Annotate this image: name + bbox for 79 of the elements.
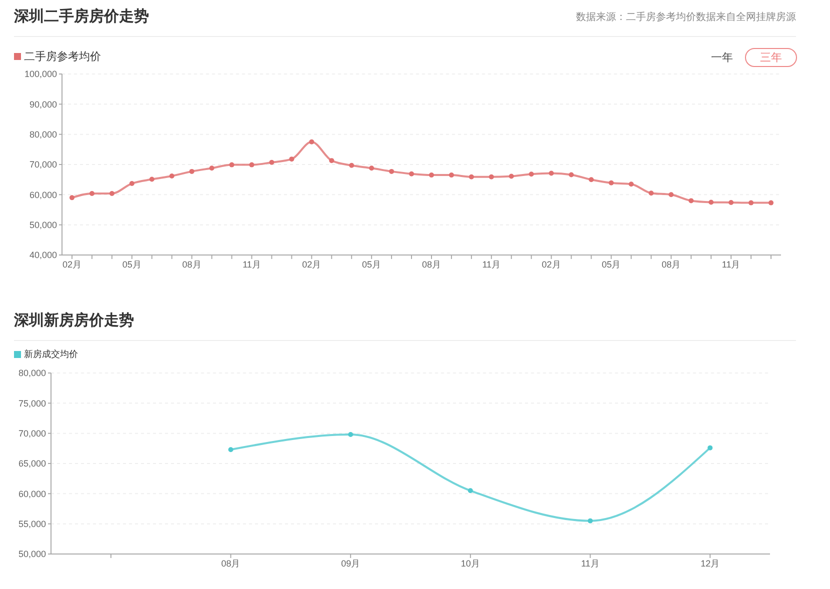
chart-title: 深圳二手房房价走势 <box>14 8 149 25</box>
point <box>129 181 134 186</box>
x-tick-label: 11月 <box>242 259 261 270</box>
legend-label: 二手房参考均价 <box>23 50 101 64</box>
x-tick-label: 08月 <box>221 558 240 568</box>
point <box>568 172 574 178</box>
x-tick-label: 02月 <box>542 259 561 270</box>
point <box>688 198 694 204</box>
x-tick-label: 10月 <box>460 558 480 568</box>
text: 一年 <box>711 51 733 66</box>
y-tick-label: 55,000 <box>18 519 46 530</box>
x-tick-label: 05月 <box>602 259 621 270</box>
point <box>628 182 634 187</box>
point <box>768 200 774 206</box>
point <box>528 172 534 177</box>
y-tick-label: 100,000 <box>24 69 57 80</box>
x-tick-label: 08月 <box>662 259 681 270</box>
point <box>169 173 174 178</box>
point <box>588 518 593 524</box>
point <box>228 447 234 452</box>
y-tick-label: 40,000 <box>29 250 57 260</box>
x-tick-label: 11月 <box>581 558 600 568</box>
y-tick-label: 80,000 <box>29 130 57 140</box>
x-tick-label: 12月 <box>700 558 720 568</box>
point <box>708 200 714 205</box>
y-tick-label: 75,000 <box>18 398 46 408</box>
x-tick-label: 05月 <box>362 259 382 270</box>
point <box>289 156 294 162</box>
x-tick-label: 02月 <box>302 259 322 270</box>
y-tick-label: 60,000 <box>18 488 46 499</box>
point <box>728 200 734 206</box>
point <box>548 170 554 176</box>
point <box>348 432 354 438</box>
legend-label: 新房成交均价 <box>23 348 78 361</box>
chart-title: 深圳新房房价走势 <box>14 311 135 331</box>
x-tick-label: 02月 <box>62 259 82 270</box>
y-tick-label: 50,000 <box>29 220 57 230</box>
point <box>149 176 154 182</box>
point <box>209 166 214 171</box>
y-tick-label: 60,000 <box>29 190 57 200</box>
y-tick-label: 90,000 <box>29 99 57 110</box>
x-tick-label: 09月 <box>341 558 360 568</box>
point <box>309 139 314 144</box>
point <box>468 174 474 180</box>
point <box>389 168 394 174</box>
y-tick-label: 65,000 <box>18 458 46 469</box>
point <box>269 160 274 165</box>
text: 三年 <box>745 48 797 67</box>
point <box>748 200 754 206</box>
point <box>229 162 234 168</box>
point <box>648 190 654 196</box>
point <box>468 488 473 494</box>
point <box>109 190 114 196</box>
y-tick-label: 50,000 <box>18 549 46 560</box>
point <box>588 177 594 182</box>
x-tick-label: 11月 <box>722 259 740 270</box>
point <box>708 445 713 450</box>
y-tick-label: 80,000 <box>18 368 46 378</box>
point <box>428 172 434 178</box>
x-tick-label: 11月 <box>482 259 501 270</box>
point <box>89 190 94 196</box>
point <box>369 166 374 171</box>
point <box>329 158 334 164</box>
point <box>249 162 254 168</box>
point <box>668 192 674 198</box>
y-tick-label: 70,000 <box>18 428 46 439</box>
y-tick-label: 70,000 <box>29 160 57 170</box>
x-tick-label: 08月 <box>422 259 441 270</box>
point <box>448 172 454 178</box>
point <box>409 171 414 176</box>
source-note: 数据来源：二手房参考均价数据来自全网挂牌房源 <box>576 10 796 24</box>
point <box>349 162 354 168</box>
x-tick-label: 08月 <box>182 259 202 270</box>
point <box>508 174 514 179</box>
point <box>69 195 74 200</box>
point <box>608 180 614 186</box>
point <box>189 168 194 174</box>
x-tick-label: 05月 <box>122 259 142 270</box>
point <box>488 174 494 180</box>
